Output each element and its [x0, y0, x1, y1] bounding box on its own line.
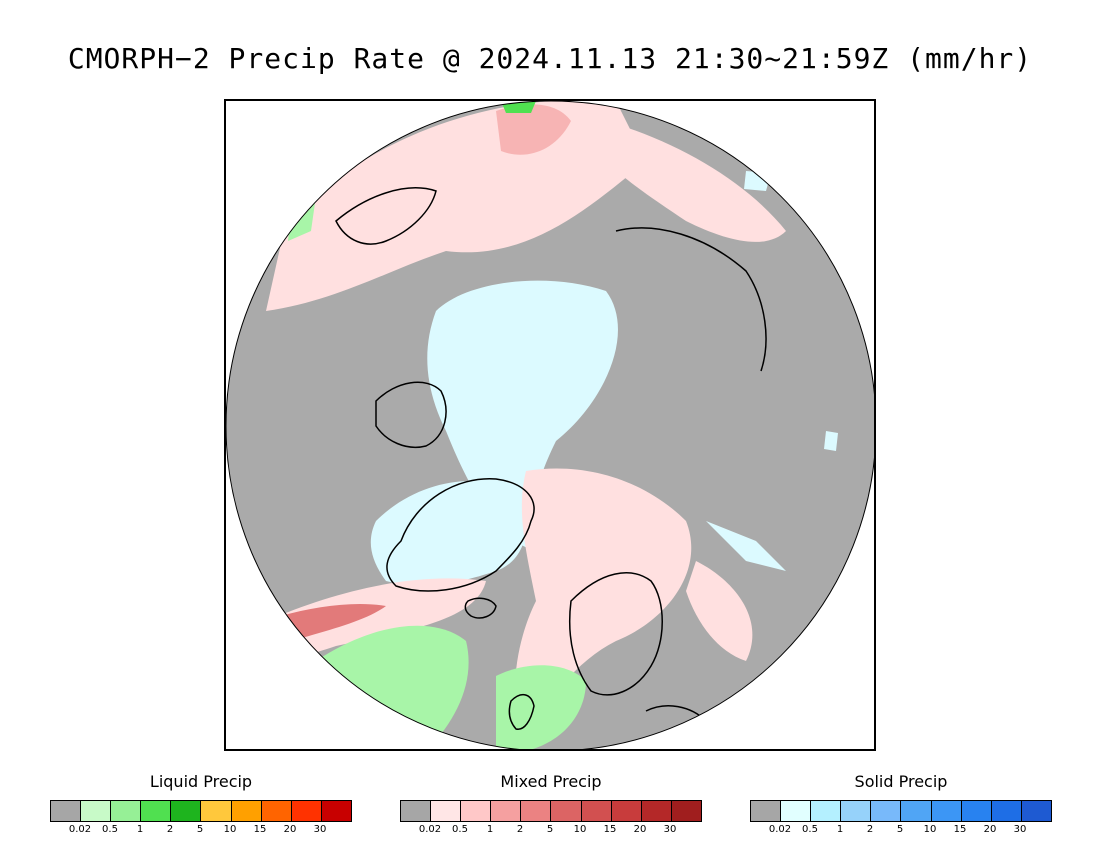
legend-swatch-solid-0	[751, 801, 782, 821]
legend-swatch-liquid-9	[321, 801, 351, 821]
legend-swatch-mixed-7	[611, 801, 642, 821]
legend-title-liquid: Liquid Precip	[149, 772, 253, 791]
polar-map-canvas	[226, 101, 874, 749]
legend-tick-solid-2: 1	[836, 824, 844, 835]
legend-tick-mixed-6: 15	[603, 824, 617, 835]
legend-swatch-solid-1	[781, 801, 812, 821]
chart-title: CMORPH−2 Precip Rate @ 2024.11.13 21:30~…	[67, 42, 1033, 75]
legend-tick-solid-4: 5	[896, 824, 904, 835]
legend-swatch-liquid-3	[141, 801, 172, 821]
legend-tick-solid-3: 2	[866, 824, 874, 835]
legend-tick-mixed-5: 10	[573, 824, 587, 835]
legend-swatch-liquid-8	[291, 801, 322, 821]
legend-swatch-liquid-0	[51, 801, 82, 821]
legend-swatch-liquid-6	[231, 801, 262, 821]
legend-tick-liquid-7: 20	[283, 824, 297, 835]
legend-swatch-liquid-2	[111, 801, 142, 821]
legend-tick-solid-8: 30	[1013, 824, 1027, 835]
legend-tick-mixed-4: 5	[546, 824, 554, 835]
legend-tick-solid-5: 10	[923, 824, 937, 835]
mixed-precip-north-atlantic	[266, 578, 486, 666]
legend-tick-mixed-3: 2	[516, 824, 524, 835]
legend-tick-solid-6: 15	[953, 824, 967, 835]
legend-swatch-mixed-2	[461, 801, 492, 821]
legend-tick-liquid-1: 0.5	[102, 824, 118, 835]
legend-swatch-solid-3	[841, 801, 872, 821]
legend-title-mixed: Mixed Precip	[500, 772, 602, 791]
mixed-precip-barents	[686, 561, 753, 661]
legend-swatch-mixed-3	[491, 801, 522, 821]
legend-swatch-mixed-0	[401, 801, 432, 821]
map-disk	[226, 101, 874, 749]
legend-title-solid: Solid Precip	[854, 772, 948, 791]
legend-swatch-liquid-5	[201, 801, 232, 821]
legend-tick-liquid-2: 1	[136, 824, 144, 835]
solid-precip-siberia-spots	[706, 171, 838, 571]
legend-ticks-liquid: 0.02 0.5 1 2 5 10 15 20 30	[50, 824, 350, 838]
legend-swatch-solid-9	[1021, 801, 1051, 821]
coastline-canadian-archipelago	[375, 381, 447, 448]
coastline-greenland	[386, 478, 535, 592]
legend-ticks-mixed: 0.02 0.5 1 2 5 10 15 20 30	[400, 824, 700, 838]
legend-tick-liquid-4: 5	[196, 824, 204, 835]
mixed-precip-bering	[496, 104, 571, 155]
legend-tick-solid-0: 0.02	[768, 824, 792, 835]
legend-tick-mixed-1: 0.5	[452, 824, 468, 835]
legend-swatch-mixed-8	[641, 801, 672, 821]
legend-liquid: Liquid Precip 0.02 0.5 1 2 5 10 15 20 30	[50, 772, 352, 838]
mixed-precip-north-pacific	[266, 101, 646, 311]
legend-swatch-mixed-6	[581, 801, 612, 821]
legend-swatch-solid-7	[961, 801, 992, 821]
coastline-iceland	[464, 597, 497, 619]
legend-swatch-liquid-7	[261, 801, 292, 821]
coastline-siberia	[615, 227, 767, 372]
legend-tick-liquid-0: 0.02	[68, 824, 92, 835]
coastline-british-isles	[508, 694, 535, 730]
legend-tick-solid-1: 0.5	[802, 824, 818, 835]
legend-tick-liquid-5: 10	[223, 824, 237, 835]
legend-tick-solid-7: 20	[983, 824, 997, 835]
mixed-precip-canada-east	[606, 121, 786, 242]
legend-swatch-liquid-4	[171, 801, 202, 821]
legend-solid: Solid Precip 0.02 0.5 1 2 5 10 15 20 30	[750, 772, 1052, 838]
legend-swatch-mixed-5	[551, 801, 582, 821]
legend-swatches-mixed	[400, 800, 702, 822]
mixed-precip-atlantic-storm	[281, 604, 386, 641]
legend-mixed: Mixed Precip 0.02 0.5 1 2 5 10 15 20 30	[400, 772, 702, 838]
legend-swatch-mixed-9	[671, 801, 701, 821]
legend-swatches-liquid	[50, 800, 352, 822]
legend-swatch-solid-6	[931, 801, 962, 821]
legend-swatch-liquid-1	[81, 801, 112, 821]
legend-tick-mixed-2: 1	[486, 824, 494, 835]
coastline-scandinavia	[568, 572, 663, 696]
legend-swatch-solid-2	[811, 801, 842, 821]
legend-swatch-mixed-1	[431, 801, 462, 821]
legend-swatches-solid	[750, 800, 1052, 822]
legend-ticks-solid: 0.02 0.5 1 2 5 10 15 20 30	[750, 824, 1050, 838]
legend-swatch-mixed-4	[521, 801, 552, 821]
legend-tick-mixed-8: 30	[663, 824, 677, 835]
legend-tick-mixed-7: 20	[633, 824, 647, 835]
polar-map	[224, 99, 876, 751]
legend-swatch-solid-5	[901, 801, 932, 821]
solid-precip-greenland	[370, 481, 527, 586]
legend-tick-liquid-3: 2	[166, 824, 174, 835]
legend-swatch-solid-8	[991, 801, 1022, 821]
legend-tick-liquid-8: 30	[313, 824, 327, 835]
legend-tick-liquid-6: 15	[253, 824, 267, 835]
legend-swatch-solid-4	[871, 801, 902, 821]
legend-tick-mixed-0: 0.02	[418, 824, 442, 835]
coastline-alaska	[335, 187, 437, 245]
